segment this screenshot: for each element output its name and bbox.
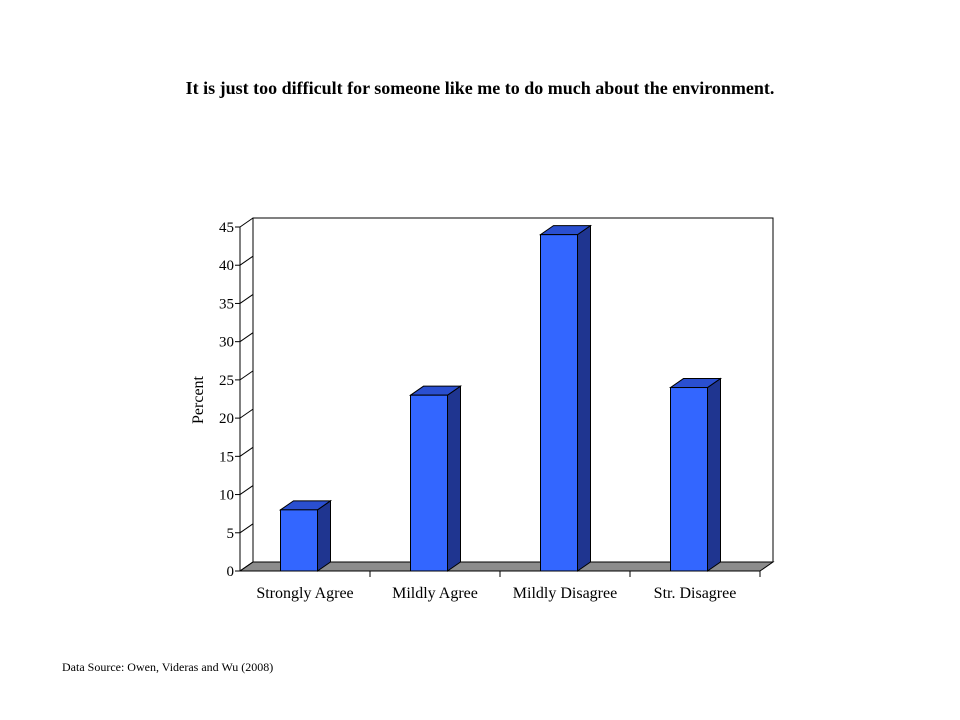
y-axis: 0 5 10 15 20 25 30 35 40 45 xyxy=(219,217,254,580)
y-tick-depth xyxy=(239,294,254,304)
x-axis: Strongly Agree Mildly Agree Mildly Disagre… xyxy=(240,570,761,602)
data-source-note: Data Source: Owen, Videras and Wu (2008) xyxy=(62,660,274,674)
y-tick-label: 15 xyxy=(219,449,234,465)
y-tick-label: 20 xyxy=(219,411,234,427)
bars xyxy=(278,224,723,572)
bar-side xyxy=(707,377,721,572)
y-axis-title: Percent xyxy=(190,375,207,424)
x-tick-label: Mildly Disagree xyxy=(513,585,617,602)
y-tick-label: 35 xyxy=(219,296,234,312)
y-tick-depth xyxy=(239,332,254,343)
x-tick-label: Strongly Agree xyxy=(256,585,353,602)
y-tick-label: 10 xyxy=(219,488,234,504)
y-tick-label: 0 xyxy=(227,564,235,580)
bar xyxy=(540,234,578,572)
y-tick-depth xyxy=(239,408,254,419)
x-tick-label: Str. Disagree xyxy=(654,585,737,602)
y-tick-depth xyxy=(239,255,254,266)
y-tick-depth xyxy=(239,523,254,534)
y-tick-depth xyxy=(239,370,254,381)
x-tick-label: Mildly Agree xyxy=(392,585,478,602)
bar-side xyxy=(447,385,461,572)
bar-side xyxy=(317,499,331,572)
y-tick-depth xyxy=(239,446,254,457)
y-tick-label: 30 xyxy=(219,335,234,351)
y-tick-depth xyxy=(239,217,254,228)
bar xyxy=(410,394,448,572)
y-tick-label: 45 xyxy=(219,220,234,236)
chart-title: It is just too difficult for someone lik… xyxy=(185,78,775,98)
y-tick-label: 40 xyxy=(219,258,234,274)
y-tick-label: 25 xyxy=(219,373,234,389)
y-tick-label: 5 xyxy=(227,526,235,542)
bar-side xyxy=(577,224,591,572)
y-tick-depth xyxy=(239,485,254,495)
y-tick-depth xyxy=(239,561,254,572)
bar xyxy=(280,509,318,572)
bar xyxy=(670,387,708,572)
